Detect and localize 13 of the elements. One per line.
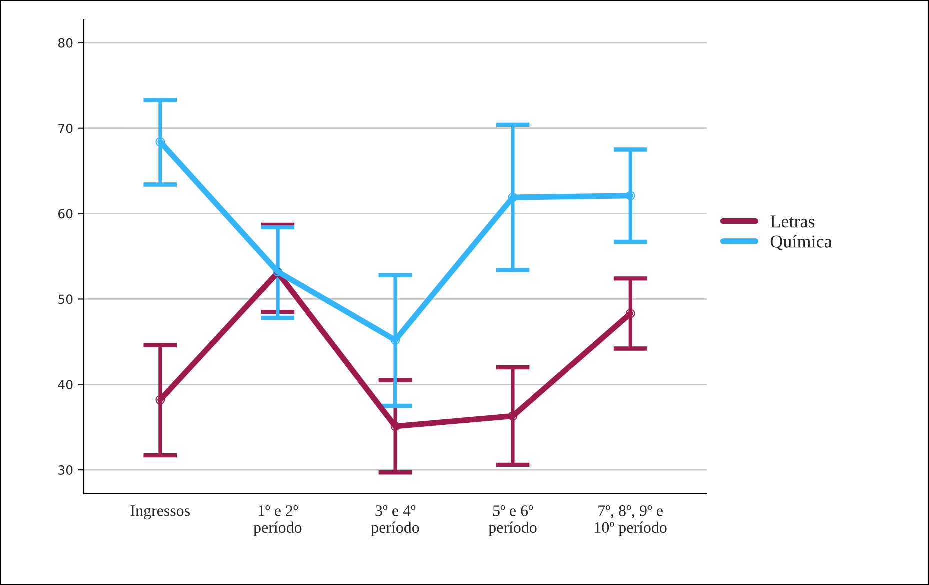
y-tick-label: 80 [58,38,73,48]
x-tick-label: 3º e 4º período [371,506,420,536]
y-tick-label: 70 [58,124,73,134]
x-tick-label: 1º e 2º período [254,506,302,536]
x-tick-label: 5º e 6º período [488,506,537,536]
x-tick-label: 7º, 8º, 9º e 10º período [595,506,667,536]
y-tick-label: 60 [58,209,73,219]
y-tick-label: 50 [58,294,73,304]
legend-label: Química [770,235,832,251]
x-tick-label: Ingressos [130,506,190,520]
y-tick-label: 40 [58,380,73,390]
y-tick-label: 30 [58,466,73,475]
legend-label: Letras [770,216,815,228]
